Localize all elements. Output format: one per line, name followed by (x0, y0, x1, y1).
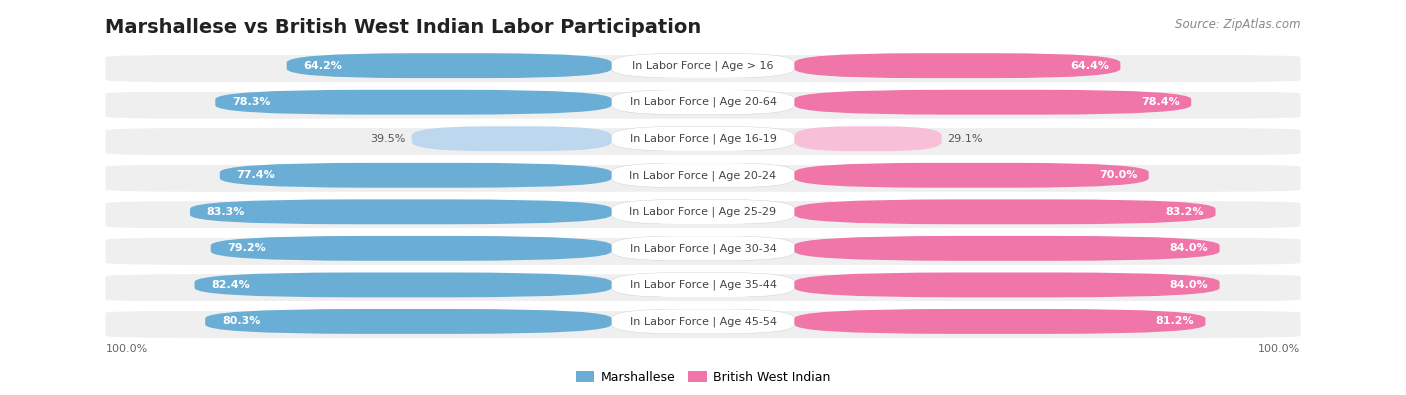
Text: In Labor Force | Age 45-54: In Labor Force | Age 45-54 (630, 316, 776, 327)
FancyBboxPatch shape (612, 163, 794, 188)
FancyBboxPatch shape (105, 128, 1301, 155)
FancyBboxPatch shape (215, 90, 612, 115)
FancyBboxPatch shape (794, 309, 1205, 334)
Text: In Labor Force | Age 16-19: In Labor Force | Age 16-19 (630, 134, 776, 144)
FancyBboxPatch shape (794, 273, 1219, 297)
Text: 78.4%: 78.4% (1142, 97, 1180, 107)
Text: 100.0%: 100.0% (1258, 344, 1301, 354)
Text: Source: ZipAtlas.com: Source: ZipAtlas.com (1175, 18, 1301, 31)
Text: In Labor Force | Age 20-24: In Labor Force | Age 20-24 (630, 170, 776, 181)
Text: 83.2%: 83.2% (1166, 207, 1205, 217)
FancyBboxPatch shape (612, 199, 794, 224)
FancyBboxPatch shape (612, 273, 794, 297)
Text: In Labor Force | Age 35-44: In Labor Force | Age 35-44 (630, 280, 776, 290)
Text: 84.0%: 84.0% (1170, 243, 1208, 253)
Text: 39.5%: 39.5% (371, 134, 406, 144)
Text: 64.2%: 64.2% (304, 61, 343, 71)
Text: 100.0%: 100.0% (105, 344, 148, 354)
FancyBboxPatch shape (105, 201, 1301, 228)
Text: In Labor Force | Age > 16: In Labor Force | Age > 16 (633, 60, 773, 71)
FancyBboxPatch shape (105, 238, 1301, 265)
FancyBboxPatch shape (412, 126, 612, 151)
Text: Marshallese vs British West Indian Labor Participation: Marshallese vs British West Indian Labor… (105, 18, 702, 37)
FancyBboxPatch shape (205, 309, 612, 334)
Text: 29.1%: 29.1% (948, 134, 983, 144)
Legend: Marshallese, British West Indian: Marshallese, British West Indian (571, 366, 835, 389)
Text: 81.2%: 81.2% (1156, 316, 1194, 326)
FancyBboxPatch shape (612, 309, 794, 334)
Text: 78.3%: 78.3% (232, 97, 271, 107)
FancyBboxPatch shape (105, 311, 1301, 338)
Text: 70.0%: 70.0% (1099, 170, 1137, 180)
FancyBboxPatch shape (794, 163, 1149, 188)
FancyBboxPatch shape (794, 53, 1121, 78)
FancyBboxPatch shape (190, 199, 612, 224)
FancyBboxPatch shape (287, 53, 612, 78)
Text: 79.2%: 79.2% (228, 243, 266, 253)
FancyBboxPatch shape (794, 236, 1219, 261)
FancyBboxPatch shape (794, 126, 942, 151)
FancyBboxPatch shape (612, 53, 794, 78)
Text: 84.0%: 84.0% (1170, 280, 1208, 290)
Text: In Labor Force | Age 20-64: In Labor Force | Age 20-64 (630, 97, 776, 107)
Text: 64.4%: 64.4% (1070, 61, 1109, 71)
FancyBboxPatch shape (794, 199, 1216, 224)
Text: In Labor Force | Age 25-29: In Labor Force | Age 25-29 (630, 207, 776, 217)
FancyBboxPatch shape (219, 163, 612, 188)
FancyBboxPatch shape (612, 236, 794, 261)
Text: 80.3%: 80.3% (222, 316, 260, 326)
FancyBboxPatch shape (612, 126, 794, 151)
FancyBboxPatch shape (105, 92, 1301, 119)
FancyBboxPatch shape (105, 165, 1301, 192)
FancyBboxPatch shape (194, 273, 612, 297)
Text: 82.4%: 82.4% (211, 280, 250, 290)
FancyBboxPatch shape (211, 236, 612, 261)
Text: In Labor Force | Age 30-34: In Labor Force | Age 30-34 (630, 243, 776, 254)
FancyBboxPatch shape (794, 90, 1191, 115)
FancyBboxPatch shape (612, 90, 794, 115)
FancyBboxPatch shape (105, 274, 1301, 301)
FancyBboxPatch shape (105, 55, 1301, 82)
Text: 83.3%: 83.3% (207, 207, 245, 217)
Text: 77.4%: 77.4% (236, 170, 276, 180)
